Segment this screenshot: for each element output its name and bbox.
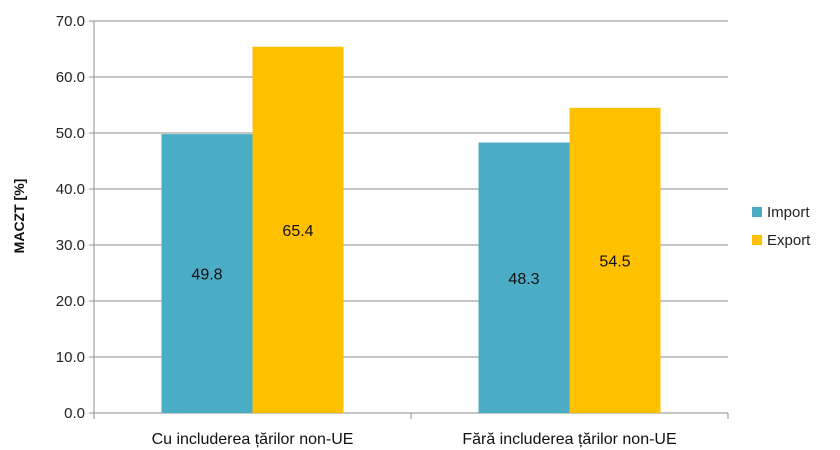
legend: Import Export (752, 204, 811, 249)
legend-label: Export (767, 232, 811, 249)
x-category-label: Cu includerea țărilor non-UE (152, 431, 354, 448)
legend-swatch-import (752, 207, 762, 217)
data-labels: 49.8 65.4 48.3 54.5 (191, 223, 630, 288)
data-label: 49.8 (191, 267, 222, 284)
y-tick-label: 60.0 (56, 69, 85, 86)
bars (161, 46, 661, 414)
y-tick-label: 30.0 (56, 237, 85, 254)
y-tick-label: 10.0 (56, 349, 85, 366)
y-tick-label: 0.0 (64, 405, 85, 422)
data-label: 48.3 (508, 271, 539, 288)
y-tick-label: 40.0 (56, 181, 85, 198)
bar-export (252, 46, 344, 413)
bar-import (161, 134, 253, 413)
bar-export (569, 107, 661, 414)
legend-swatch-export (752, 235, 762, 245)
x-category-label: Fără includerea țărilor non-UE (462, 431, 676, 448)
y-axis-label: MACZT [%] (11, 179, 27, 254)
y-tick-label: 70.0 (56, 13, 85, 30)
bar-import (478, 142, 570, 413)
y-tick-label: 20.0 (56, 293, 85, 310)
y-tick-label: 50.0 (56, 125, 85, 142)
tick-labels: 0.0 10.0 20.0 30.0 40.0 50.0 60.0 70.0 Cu includ… (56, 13, 677, 448)
data-label: 54.5 (599, 253, 630, 270)
legend-label: Import (767, 204, 810, 221)
data-label: 65.4 (282, 223, 313, 240)
